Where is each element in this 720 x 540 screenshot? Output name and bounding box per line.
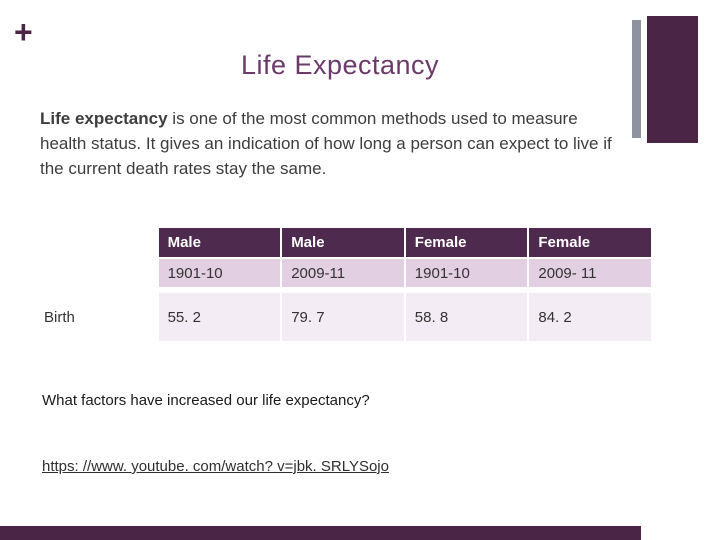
intro-bold-text: Life expectancy bbox=[40, 109, 168, 128]
plus-icon: + bbox=[14, 14, 33, 50]
table-value-cell: 55. 2 bbox=[158, 293, 281, 341]
decor-bottom-bar bbox=[0, 526, 641, 540]
table-period-cell: 2009-11 bbox=[282, 259, 404, 287]
table-period-cell: 1901-10 bbox=[158, 259, 281, 287]
table-value-cell: 84. 2 bbox=[529, 293, 651, 341]
table-header-cell: Male bbox=[158, 228, 281, 257]
table-value-cell: 79. 7 bbox=[282, 293, 404, 341]
table-period-cell: 2009- 11 bbox=[529, 259, 651, 287]
table-blank-cell bbox=[35, 259, 157, 287]
table-row: Birth 55. 2 79. 7 58. 8 84. 2 bbox=[35, 293, 651, 341]
table-period-cell: 1901-10 bbox=[405, 259, 528, 287]
question-text: What factors have increased our life exp… bbox=[42, 392, 370, 409]
table-header-cell: Female bbox=[529, 228, 651, 257]
table-header-cell: Male bbox=[282, 228, 404, 257]
page-title: Life Expectancy bbox=[240, 50, 440, 80]
life-expectancy-table: Male Male Female Female 1901-10 2009-11 … bbox=[35, 228, 651, 343]
table-header-cell: Female bbox=[405, 228, 528, 257]
table-value-cell: 58. 8 bbox=[405, 293, 528, 341]
youtube-link[interactable]: https: //www. youtube. com/watch? v=jbk.… bbox=[42, 458, 389, 475]
intro-paragraph: Life expectancy is one of the most commo… bbox=[40, 106, 625, 181]
table-header-row: Male Male Female Female bbox=[35, 228, 651, 257]
table-period-row: 1901-10 2009-11 1901-10 2009- 11 bbox=[35, 259, 651, 287]
intro-rest-text: is one of the most common methods used t… bbox=[40, 109, 612, 178]
decor-gray-bar bbox=[632, 20, 641, 138]
row-label-cell: Birth bbox=[44, 308, 75, 326]
decor-purple-block bbox=[647, 16, 698, 143]
table-corner-cell bbox=[35, 228, 157, 257]
